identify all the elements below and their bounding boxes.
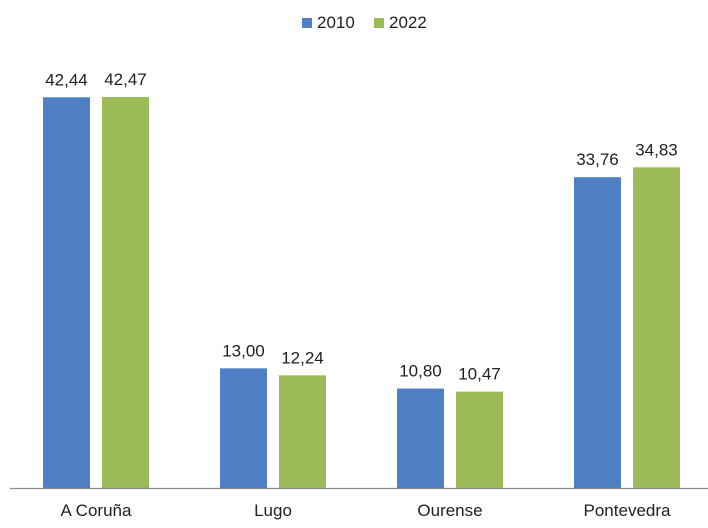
bars [43,97,680,489]
value-label-2010-1: 13,00 [222,341,265,360]
legend-label-2022: 2022 [389,13,427,32]
value-label-2022-0: 42,47 [104,70,147,89]
legend: 2010 2022 [302,13,427,32]
bar-2010-3 [574,177,621,488]
bar-2022-0 [102,97,149,488]
category-label-0: A Coruña [61,501,132,520]
value-label-2022-3: 34,83 [635,140,678,159]
x-axis: A Coruña Lugo Ourense Pontevedra [10,487,708,520]
bar-2022-1 [279,375,326,488]
value-label-2010-3: 33,76 [576,150,619,169]
category-label-2: Ourense [417,501,482,520]
legend-swatch-2022 [374,18,384,28]
value-labels: 42,44 42,47 13,00 12,24 10,80 10,47 33,76 34,83 [45,70,678,384]
category-label-1: Lugo [254,501,292,520]
legend-swatch-2010 [302,18,312,28]
legend-label-2010: 2010 [317,13,355,32]
bar-2010-1 [220,368,267,488]
bar-2010-0 [43,97,90,489]
value-label-2010-0: 42,44 [45,70,88,89]
bar-2022-3 [633,167,680,488]
value-label-2022-2: 10,47 [458,365,501,384]
bar-2022-2 [456,391,503,488]
bar-2010-2 [397,388,444,488]
value-label-2022-1: 12,24 [281,348,324,367]
value-label-2010-2: 10,80 [399,362,442,381]
category-label-3: Pontevedra [584,501,671,520]
